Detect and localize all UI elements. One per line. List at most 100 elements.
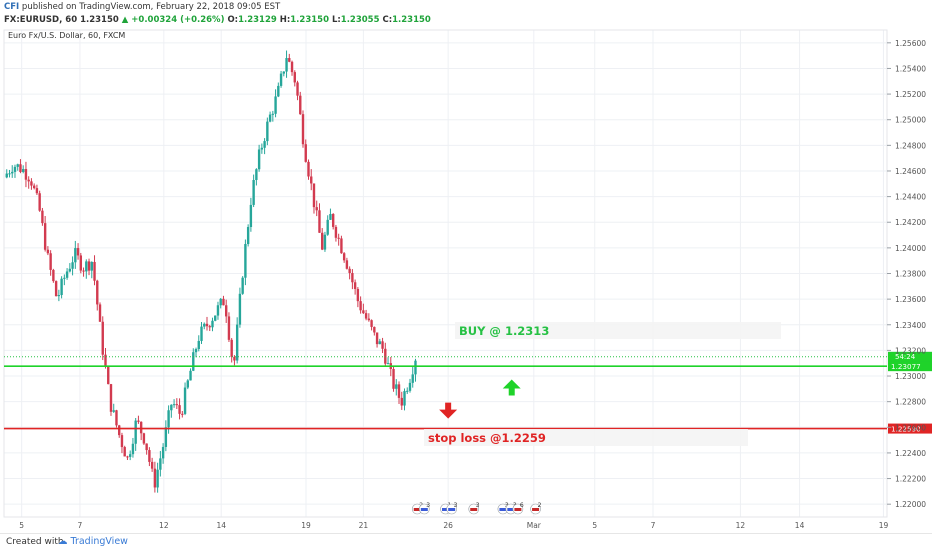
candle-down[interactable] (392, 368, 395, 389)
candle-down[interactable] (82, 270, 85, 272)
candle-down[interactable] (24, 169, 28, 180)
candle-up[interactable] (277, 85, 280, 97)
candle-up[interactable] (170, 404, 173, 411)
candle-up[interactable] (11, 171, 14, 174)
candle-up[interactable] (8, 173, 11, 175)
candle-down[interactable] (96, 280, 99, 305)
candle-down[interactable] (120, 435, 124, 448)
candle-down[interactable] (364, 313, 368, 319)
candle-up[interactable] (414, 360, 417, 375)
candle-down[interactable] (76, 248, 80, 256)
candle-down[interactable] (293, 72, 296, 83)
candle-up[interactable] (203, 323, 206, 327)
candle-up[interactable] (16, 164, 19, 167)
candle-up[interactable] (159, 458, 162, 470)
candle-up[interactable] (408, 382, 412, 391)
candle-down[interactable] (342, 253, 346, 261)
candle-down[interactable] (312, 183, 316, 208)
publisher-name[interactable]: CFI (4, 2, 20, 12)
candle-down[interactable] (381, 341, 384, 349)
candle-down[interactable] (345, 260, 349, 269)
candle-up[interactable] (378, 341, 382, 345)
candle-up[interactable] (238, 293, 242, 325)
candle-down[interactable] (54, 281, 58, 297)
annotation-text[interactable]: BUY @ 1.2313 (459, 324, 549, 338)
candle-down[interactable] (148, 450, 151, 462)
candle-up[interactable] (13, 166, 17, 172)
candle-up[interactable] (194, 349, 198, 353)
candle-down[interactable] (175, 404, 179, 406)
candle-down[interactable] (290, 61, 294, 73)
candle-down[interactable] (227, 316, 231, 340)
candle-up[interactable] (403, 391, 406, 406)
candle-down[interactable] (367, 318, 371, 321)
candle-up[interactable] (60, 278, 63, 296)
candle-up[interactable] (186, 380, 189, 388)
candle-down[interactable] (101, 321, 104, 355)
candle-up[interactable] (329, 214, 332, 220)
candle-up[interactable] (271, 113, 275, 115)
candle-up[interactable] (167, 410, 170, 428)
candle-up[interactable] (128, 454, 132, 457)
candle-down[interactable] (334, 226, 338, 238)
candle-down[interactable] (296, 82, 299, 96)
candle-up[interactable] (189, 370, 192, 381)
candle-up[interactable] (216, 305, 220, 316)
candle-down[interactable] (118, 425, 121, 436)
candle-down[interactable] (150, 461, 154, 469)
candle-down[interactable] (337, 237, 340, 239)
candle-up[interactable] (65, 271, 69, 278)
candle-up[interactable] (406, 390, 409, 392)
candle-up[interactable] (85, 261, 88, 272)
candle-down[interactable] (181, 413, 184, 415)
candle-up[interactable] (90, 261, 93, 271)
candle-up[interactable] (386, 363, 390, 365)
candle-down[interactable] (46, 249, 50, 254)
candle-down[interactable] (375, 332, 379, 345)
event-markers[interactable]: 231333362 (411, 502, 542, 515)
candle-up[interactable] (219, 298, 222, 306)
candle-down[interactable] (351, 273, 354, 283)
candle-down[interactable] (178, 405, 181, 414)
candle-down[interactable] (331, 214, 335, 227)
candle-down[interactable] (321, 232, 324, 250)
candle-up[interactable] (22, 169, 25, 172)
candle-up[interactable] (57, 295, 61, 297)
candle-down[interactable] (397, 384, 401, 398)
candle-down[interactable] (353, 282, 357, 289)
candle-up[interactable] (395, 384, 398, 389)
candle-up[interactable] (241, 277, 244, 294)
candle-down[interactable] (93, 261, 96, 281)
candle-up[interactable] (326, 219, 329, 235)
candle-down[interactable] (307, 161, 310, 177)
candle-up[interactable] (323, 234, 327, 250)
candle-down[interactable] (400, 397, 403, 406)
candle-up[interactable] (211, 320, 214, 328)
candle-down[interactable] (318, 210, 321, 233)
candle-up[interactable] (285, 58, 288, 72)
candle-up[interactable] (71, 262, 74, 269)
candle-down[interactable] (340, 238, 343, 254)
candle-up[interactable] (131, 443, 135, 455)
candle-down[interactable] (30, 181, 33, 186)
candle-down[interactable] (230, 339, 233, 357)
candle-down[interactable] (288, 58, 291, 62)
candle-down[interactable] (104, 354, 107, 367)
candle-down[interactable] (41, 210, 44, 224)
candle-up[interactable] (252, 180, 255, 205)
candle-down[interactable] (362, 310, 365, 314)
candle-down[interactable] (79, 255, 83, 271)
candle-up[interactable] (156, 469, 159, 488)
candle-up[interactable] (112, 410, 115, 412)
candle-down[interactable] (359, 301, 362, 311)
candle-up[interactable] (68, 268, 72, 272)
price-axis[interactable]: 1.22000 1.22200 1.22400 1.22600 1.22800 1.230… (887, 39, 926, 509)
candle-up[interactable] (164, 427, 168, 447)
candle-up[interactable] (192, 352, 195, 371)
candle-down[interactable] (205, 323, 209, 327)
candle-down[interactable] (208, 326, 211, 328)
candle-down[interactable] (370, 320, 373, 327)
candle-down[interactable] (153, 468, 157, 488)
